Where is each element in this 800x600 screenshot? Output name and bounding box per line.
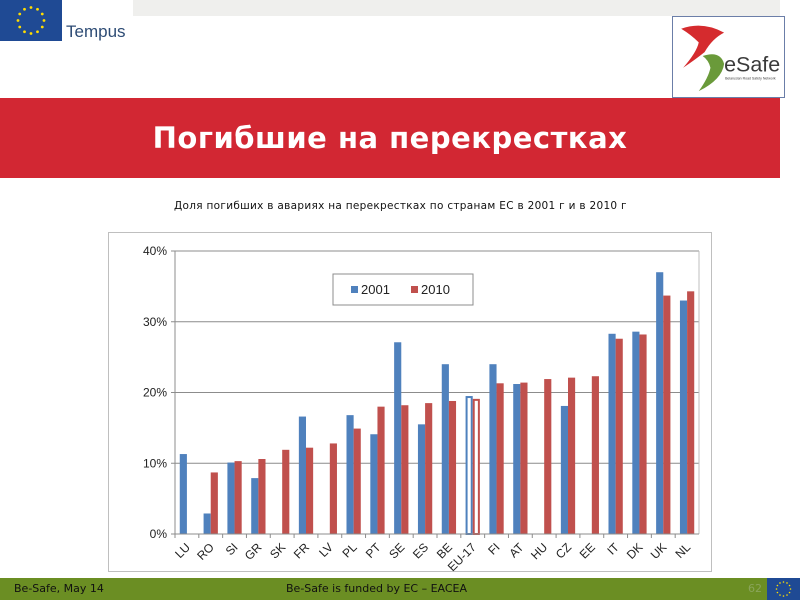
page-number: 62 xyxy=(748,582,762,595)
svg-text:Belarusian Road Safety Network: Belarusian Road Safety Network xyxy=(725,76,776,80)
svg-text:EE: EE xyxy=(577,540,598,561)
svg-text:LU: LU xyxy=(172,540,193,561)
title-band: Погибшие на перекрестках xyxy=(0,98,780,178)
svg-text:SE: SE xyxy=(386,540,407,561)
bar-chart: 0%10%20%30%40%LU RO SI GR SK FR LV PL PT SE ES BEEU… xyxy=(143,244,700,573)
svg-text:10%: 10% xyxy=(143,456,167,470)
svg-text:EU-17: EU-17 xyxy=(445,540,479,573)
slide-title: Погибшие на перекрестках xyxy=(152,121,628,155)
esafe-logo: eSafe Belarusian Road Safety Network xyxy=(672,16,785,98)
chart-frame: 0% 10% 20% 30% 40% LU RO SI GR SK FR LV PL PT SE ES BE EU… xyxy=(108,232,712,573)
svg-text:LV: LV xyxy=(316,540,336,560)
svg-text:0%: 0% xyxy=(150,527,168,541)
svg-text:IT: IT xyxy=(604,540,622,558)
chart-caption: Доля погибших в авариях на перекрестках … xyxy=(174,200,627,212)
svg-text:CZ: CZ xyxy=(553,540,574,561)
svg-text:ES: ES xyxy=(410,540,431,561)
footer-bar: Be-Safe, May 14 Be-Safe is funded by EC … xyxy=(0,578,767,600)
svg-text:PL: PL xyxy=(339,540,360,561)
svg-text:RO: RO xyxy=(194,540,217,563)
svg-text:AT: AT xyxy=(506,540,527,561)
svg-text:eSafe: eSafe xyxy=(724,53,780,77)
footer-eu-flag xyxy=(767,578,800,600)
svg-text:NL: NL xyxy=(672,540,693,561)
svg-text:2010: 2010 xyxy=(421,282,450,297)
svg-text:DK: DK xyxy=(624,540,646,562)
svg-text:20%: 20% xyxy=(143,386,167,400)
footer-date: Be-Safe, May 14 xyxy=(14,582,104,595)
top-decor-bar xyxy=(133,0,780,16)
svg-text:SI: SI xyxy=(223,540,241,558)
svg-text:FR: FR xyxy=(291,540,312,561)
svg-text:UK: UK xyxy=(648,540,670,562)
svg-text:40%: 40% xyxy=(143,244,167,258)
footer-funding: Be-Safe is funded by EC – EACEA xyxy=(286,582,468,595)
svg-text:PT: PT xyxy=(363,540,384,561)
svg-text:HU: HU xyxy=(528,540,550,562)
svg-text:GR: GR xyxy=(242,540,265,563)
eu-flag-logo xyxy=(0,0,62,41)
svg-text:2001: 2001 xyxy=(361,282,390,297)
eu-stars-icon xyxy=(775,581,792,597)
tempus-logo-text: Tempus xyxy=(66,22,126,41)
svg-text:FI: FI xyxy=(485,540,502,557)
svg-text:30%: 30% xyxy=(143,315,167,329)
svg-text:SK: SK xyxy=(267,540,288,561)
eu-stars-icon xyxy=(16,6,46,35)
